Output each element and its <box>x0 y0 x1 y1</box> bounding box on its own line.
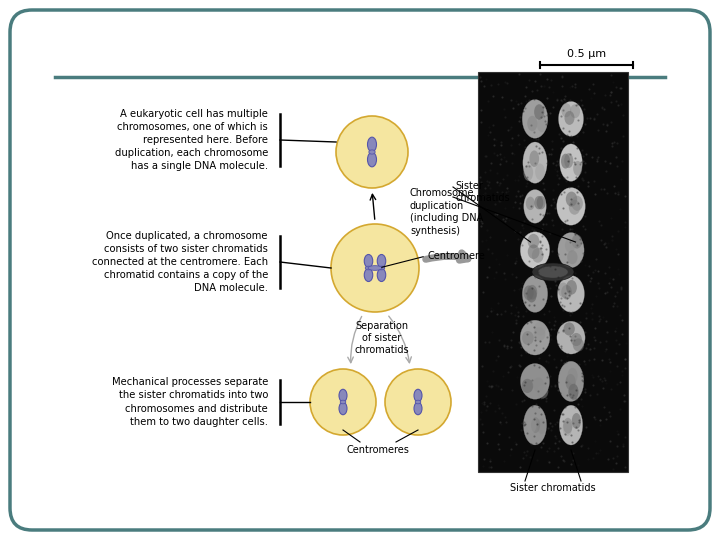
Ellipse shape <box>559 144 582 181</box>
Ellipse shape <box>536 196 546 210</box>
Ellipse shape <box>572 196 583 211</box>
Ellipse shape <box>531 417 540 433</box>
Ellipse shape <box>521 232 549 268</box>
Ellipse shape <box>568 384 579 400</box>
Ellipse shape <box>562 103 571 117</box>
Text: Centromere: Centromere <box>428 251 486 261</box>
Ellipse shape <box>528 245 539 259</box>
Ellipse shape <box>534 327 545 341</box>
Ellipse shape <box>415 400 420 404</box>
Ellipse shape <box>567 250 577 264</box>
Ellipse shape <box>569 200 580 215</box>
Ellipse shape <box>527 116 537 131</box>
Ellipse shape <box>377 268 386 281</box>
Ellipse shape <box>528 234 539 248</box>
Ellipse shape <box>529 151 539 167</box>
Ellipse shape <box>367 152 377 167</box>
Ellipse shape <box>526 288 536 302</box>
Ellipse shape <box>570 104 580 118</box>
Ellipse shape <box>567 368 577 384</box>
Ellipse shape <box>572 413 581 429</box>
Ellipse shape <box>523 406 546 445</box>
Text: A eukaryotic cell has multiple
chromosomes, one of which is
represented here. Be: A eukaryotic cell has multiple chromosom… <box>114 109 268 171</box>
Ellipse shape <box>557 321 585 354</box>
Ellipse shape <box>339 402 347 415</box>
Ellipse shape <box>340 400 346 404</box>
Ellipse shape <box>564 111 575 125</box>
Ellipse shape <box>523 142 547 183</box>
Ellipse shape <box>561 285 572 300</box>
Ellipse shape <box>364 268 373 281</box>
Ellipse shape <box>573 161 582 176</box>
Ellipse shape <box>364 254 373 267</box>
Ellipse shape <box>523 286 534 300</box>
Text: Separation
of sister
chromatids: Separation of sister chromatids <box>355 321 409 355</box>
Ellipse shape <box>565 374 576 390</box>
Ellipse shape <box>558 361 584 401</box>
Ellipse shape <box>565 239 575 253</box>
Circle shape <box>336 116 408 188</box>
Ellipse shape <box>561 154 570 168</box>
Ellipse shape <box>557 187 585 225</box>
Ellipse shape <box>527 417 536 433</box>
FancyBboxPatch shape <box>10 10 710 530</box>
Text: Centromeres: Centromeres <box>346 445 410 455</box>
Ellipse shape <box>564 322 575 335</box>
Ellipse shape <box>527 285 537 300</box>
Ellipse shape <box>532 263 574 281</box>
Ellipse shape <box>534 104 544 120</box>
Text: Chromosome
duplication
(including DNA
synthesis): Chromosome duplication (including DNA sy… <box>410 188 483 235</box>
Ellipse shape <box>523 164 533 181</box>
Ellipse shape <box>520 320 550 355</box>
Ellipse shape <box>414 402 422 415</box>
Ellipse shape <box>538 266 568 278</box>
Ellipse shape <box>562 420 572 436</box>
Ellipse shape <box>559 102 583 136</box>
Ellipse shape <box>522 99 548 138</box>
Ellipse shape <box>558 233 584 268</box>
Text: Sister
chromatids: Sister chromatids <box>455 181 510 203</box>
Text: 0.5 μm: 0.5 μm <box>567 49 606 59</box>
Ellipse shape <box>534 196 544 210</box>
Ellipse shape <box>521 363 549 399</box>
Ellipse shape <box>563 418 572 434</box>
Ellipse shape <box>532 248 544 263</box>
Ellipse shape <box>566 192 577 207</box>
Text: Once duplicated, a chromosome
consists of two sister chromatids
connected at the: Once duplicated, a chromosome consists o… <box>92 231 268 293</box>
Ellipse shape <box>368 266 382 271</box>
Ellipse shape <box>566 280 577 295</box>
Ellipse shape <box>365 266 372 270</box>
Ellipse shape <box>536 384 549 399</box>
Ellipse shape <box>369 150 375 154</box>
Ellipse shape <box>572 234 582 248</box>
Ellipse shape <box>521 379 534 393</box>
Text: Mechanical processes separate
the sister chromatids into two
chromosomes and dis: Mechanical processes separate the sister… <box>112 377 268 427</box>
Ellipse shape <box>522 331 534 345</box>
Ellipse shape <box>533 377 544 392</box>
Ellipse shape <box>537 418 546 434</box>
Ellipse shape <box>564 153 573 168</box>
Text: Sister chromatids: Sister chromatids <box>510 483 596 493</box>
Ellipse shape <box>367 137 377 152</box>
Bar <box>478 72 628 472</box>
Ellipse shape <box>558 282 569 297</box>
Ellipse shape <box>526 197 535 210</box>
Ellipse shape <box>534 321 546 335</box>
Ellipse shape <box>377 254 386 267</box>
Ellipse shape <box>557 275 585 312</box>
Ellipse shape <box>535 164 545 180</box>
Ellipse shape <box>523 190 546 223</box>
Ellipse shape <box>571 333 582 346</box>
Ellipse shape <box>522 275 548 312</box>
Circle shape <box>385 369 451 435</box>
Ellipse shape <box>414 389 422 402</box>
Circle shape <box>331 224 419 312</box>
Ellipse shape <box>339 389 347 402</box>
Ellipse shape <box>378 266 384 270</box>
Ellipse shape <box>559 405 582 445</box>
Ellipse shape <box>573 339 584 352</box>
Ellipse shape <box>537 117 547 132</box>
Circle shape <box>310 369 376 435</box>
